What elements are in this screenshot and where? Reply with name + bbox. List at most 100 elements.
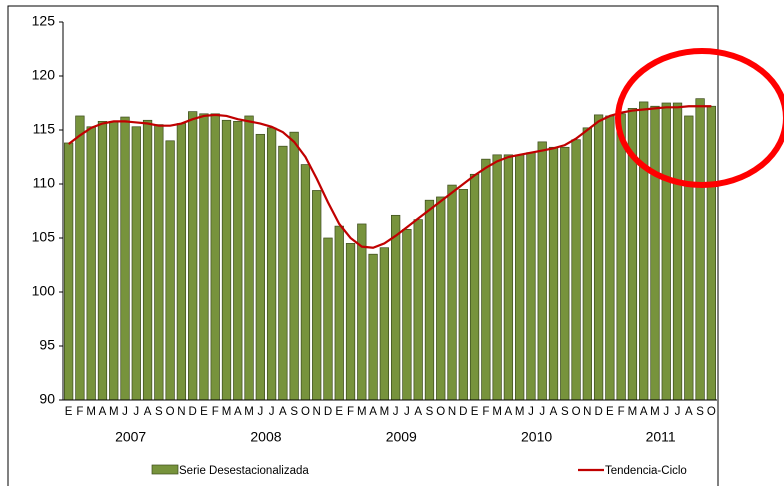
bar <box>210 113 220 401</box>
x-tick-label: N <box>177 406 185 418</box>
bar <box>571 139 581 401</box>
bar <box>481 158 491 401</box>
bar <box>447 184 457 401</box>
x-tick-label: M <box>380 406 390 418</box>
x-tick-label: E <box>606 406 614 418</box>
bar <box>548 146 559 401</box>
x-tick-label: E <box>335 406 343 418</box>
y-tick-label: 120 <box>32 67 56 83</box>
bar <box>582 127 592 401</box>
bar <box>661 102 671 401</box>
year-label: 2007 <box>115 429 146 445</box>
x-tick-label: E <box>65 406 73 418</box>
x-tick-label: F <box>482 406 489 418</box>
x-tick-label: S <box>696 406 704 418</box>
x-tick-label: O <box>707 406 716 418</box>
bar <box>75 115 85 401</box>
trend-line <box>67 105 712 249</box>
x-tick-label: A <box>369 406 377 418</box>
bar <box>176 123 187 401</box>
x-tick-label: D <box>594 406 602 418</box>
bar <box>334 225 344 401</box>
x-tick-label: F <box>76 406 83 418</box>
x-tick-label: M <box>109 406 119 418</box>
x-tick-label: J <box>404 406 410 418</box>
bar <box>323 237 333 401</box>
bar <box>199 113 209 401</box>
bar <box>515 154 525 401</box>
bar <box>165 140 175 401</box>
bar <box>639 101 649 401</box>
x-tick-label: N <box>448 406 456 418</box>
bar <box>537 141 547 401</box>
year-label: 2010 <box>521 429 552 445</box>
bar <box>593 114 604 401</box>
y-tick-label: 90 <box>39 391 55 407</box>
y-tick-label: 100 <box>32 283 56 299</box>
x-tick-label: A <box>685 406 693 418</box>
x-tick-label: O <box>436 406 445 418</box>
bar <box>526 152 536 401</box>
bar <box>312 190 322 401</box>
x-tick-label: D <box>459 406 467 418</box>
bar <box>379 247 389 401</box>
bar <box>436 196 446 401</box>
bar <box>142 119 153 401</box>
bar <box>86 126 96 401</box>
x-tick-label: M <box>515 406 525 418</box>
x-tick-label: M <box>650 406 660 418</box>
x-tick-label: J <box>133 406 139 418</box>
bar <box>345 243 356 401</box>
bar <box>684 115 694 401</box>
bar <box>120 116 130 401</box>
x-tick-label: A <box>99 406 107 418</box>
legend-swatch <box>151 464 179 475</box>
x-tick-label: A <box>640 406 648 418</box>
x-tick-label: J <box>539 406 545 418</box>
bar <box>695 98 705 401</box>
bar <box>357 223 367 401</box>
x-tick-label: D <box>324 406 332 418</box>
x-tick-label: A <box>505 406 513 418</box>
x-tick-label: O <box>301 406 310 418</box>
x-tick-label: O <box>166 406 175 418</box>
bar <box>109 121 119 401</box>
x-tick-label: F <box>347 406 354 418</box>
x-tick-label: F <box>618 406 625 418</box>
x-tick-label: E <box>200 406 208 418</box>
bar <box>413 219 423 401</box>
x-tick-label: S <box>290 406 298 418</box>
x-tick-label: S <box>426 406 434 418</box>
x-tick-label: A <box>234 406 242 418</box>
bar <box>605 115 615 401</box>
y-tick-label: 105 <box>32 229 56 245</box>
legend-label: Tendencia-Ciclo <box>605 465 687 477</box>
bar <box>255 133 265 401</box>
x-tick-label: J <box>269 406 275 418</box>
x-tick-label: S <box>561 406 569 418</box>
bar <box>560 146 570 401</box>
year-label: 2009 <box>386 429 417 445</box>
bar <box>233 121 243 401</box>
x-tick-label: N <box>583 406 591 418</box>
bar <box>154 124 164 401</box>
bar <box>424 199 435 401</box>
bar <box>672 102 683 401</box>
bar <box>402 229 412 401</box>
bar <box>300 164 311 401</box>
x-tick-label: N <box>313 406 321 418</box>
bar <box>616 113 626 401</box>
x-tick-label: A <box>414 406 422 418</box>
bar <box>289 131 299 401</box>
year-label: 2011 <box>646 429 676 445</box>
x-tick-label: F <box>212 406 219 418</box>
x-tick-label: S <box>155 406 163 418</box>
bar <box>266 127 277 401</box>
legend-label: Serie Desestacionalizada <box>179 465 309 477</box>
bar <box>278 145 288 401</box>
bar <box>97 121 108 401</box>
x-tick-label: J <box>257 406 263 418</box>
x-tick-label: A <box>279 406 287 418</box>
